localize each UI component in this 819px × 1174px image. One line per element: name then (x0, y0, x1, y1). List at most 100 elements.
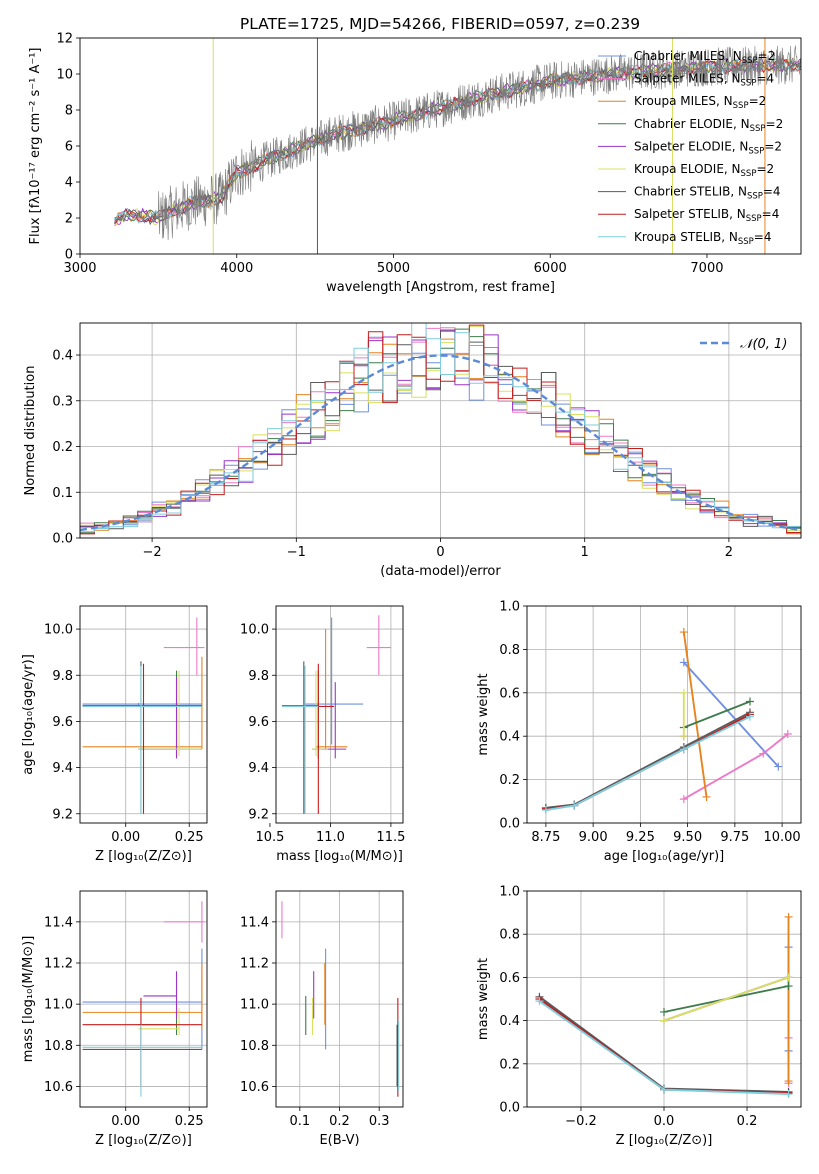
Z_age-ytick-label: 9.6 (52, 715, 73, 730)
age_weight-series-8 (545, 715, 751, 811)
mass_age-xtick-label: 10.5 (255, 830, 284, 845)
Z_weight-ytick-label: 0.6 (499, 971, 520, 986)
Z_weight-xtick-label: 0.2 (737, 1114, 758, 1129)
Z_weight-ylabel: mass weight (476, 958, 491, 1040)
age_weight-marker (679, 658, 688, 667)
Z_weight-ytick-label: 0.8 (499, 928, 520, 943)
spectrum-ylabel: Flux [fλ10⁻¹⁷ erg cm⁻² s⁻¹ A⁻¹] (28, 48, 43, 245)
age_weight-xtick-label: 9.50 (673, 830, 702, 845)
ebv_mass-ytick-label: 11.2 (240, 957, 269, 972)
Z_age-ytick-label: 9.8 (52, 669, 73, 684)
residuals-frame (79, 322, 802, 539)
Z_age-frame (79, 605, 208, 824)
mass_age-plot-area (276, 606, 403, 823)
ebv_mass-xlabel: E(B-V) (319, 1133, 359, 1148)
spectrum-xtick-label: 4000 (220, 261, 253, 276)
Z_weight-series-5 (663, 976, 789, 1022)
age_weight-ytick-label: 0.4 (499, 730, 520, 745)
spectrum-model-0 (114, 57, 801, 227)
ebv_mass-plot-area (276, 891, 403, 1107)
Z_mass-ytick-label: 11.2 (44, 957, 73, 972)
Z_mass-frame (79, 890, 208, 1108)
Z_weight-marker (784, 973, 793, 982)
residuals-xtick-label: −2 (143, 545, 162, 560)
Z_age-ytick-label: 9.2 (52, 807, 73, 822)
spectrum-legend-entry: Kroupa MILES, NSSP=2 (634, 94, 766, 111)
age_weight-marker (759, 749, 768, 758)
mass_age-axes: 10.5 11.0 11.5 9.2 9.4 9.6 9.8 10.0 mass [log₁₀(… (240, 605, 405, 864)
residuals-ytick-label: 0.4 (52, 349, 73, 364)
Z_mass-ytick-label: 11.0 (44, 998, 73, 1013)
Z_weight-marker (784, 912, 793, 921)
residuals-plot-area (80, 323, 801, 538)
spectrum-legend-entry: Chabrier MILES, NSSP=2 (634, 49, 775, 66)
residuals-xtick-label: 2 (725, 545, 733, 560)
Z_mass-xtick-label: 0.25 (175, 1114, 204, 1129)
Z_age-xlabel: Z [log₁₀(Z/Z⊙)] (95, 849, 192, 864)
gaussian-curve (80, 354, 801, 532)
Z_weight-marker (660, 1016, 668, 1025)
spectrum-legend-entry: Chabrier STELIB, NSSP=4 (634, 185, 781, 202)
spectrum-ytick-label: 0 (65, 248, 73, 263)
residuals-ytick-label: 0.0 (52, 532, 73, 547)
spectrum-xlabel: wavelength [Angstrom, rest frame] (326, 280, 555, 295)
age_weight-marker (679, 688, 688, 697)
Z_weight-ytick-label: 0.0 (499, 1101, 520, 1116)
age_weight-frame (526, 605, 802, 824)
Z_mass-xlabel: Z [log₁₀(Z/Z⊙)] (95, 1133, 192, 1148)
age_weight-marker (745, 697, 754, 706)
age_weight-marker (679, 732, 688, 741)
spectrum-ytick-label: 8 (65, 104, 73, 119)
Z_weight-marker (535, 997, 544, 1006)
ebv_mass-xtick-label: 0.2 (329, 1114, 350, 1129)
gaussian-legend-label: 𝒩(0, 1) (740, 337, 787, 352)
Z_weight-ytick-label: 0.2 (499, 1057, 520, 1072)
age_weight-xtick-label: 10.00 (763, 830, 800, 845)
age_weight-xtick-label: 9.75 (720, 830, 749, 845)
Z_weight-xtick-label: 0.0 (654, 1114, 675, 1129)
spectrum-legend-entry: Chabrier ELODIE, NSSP=2 (634, 117, 783, 134)
spectrum-legend-entry: Salpeter MILES, NSSP=4 (634, 72, 774, 89)
age_weight-plot-area (527, 606, 801, 823)
spectrum-axes: 3000 4000 5000 6000 7000 0 2 4 6 8 10 12 wavelength … (28, 32, 802, 295)
Z_weight-ytick-label: 1.0 (499, 885, 520, 900)
Z_weight-marker (784, 1090, 793, 1099)
residuals-xtick-label: −1 (287, 545, 306, 560)
ebv_mass-ytick-label: 11.4 (240, 915, 269, 930)
spectrum-legend-entry: Kroupa STELIB, NSSP=4 (634, 230, 772, 247)
Z_weight-marker (784, 1077, 793, 1086)
age_weight-ytick-label: 0.2 (499, 773, 520, 788)
spectrum-xtick-label: 7000 (690, 261, 723, 276)
mass_age-xlabel: mass [log₁₀(M/M⊙)] (276, 849, 403, 864)
spectrum-ytick-label: 12 (56, 32, 73, 47)
Z_weight-marker (660, 1085, 668, 1094)
age_weight-ytick-label: 0.6 (499, 686, 520, 701)
mass_age-xtick-label: 11.0 (316, 830, 345, 845)
spectrum-xtick-label: 3000 (63, 261, 96, 276)
age_weight-ytick-label: 1.0 (499, 600, 520, 615)
ebv_mass-xtick-label: 0.1 (289, 1114, 310, 1129)
Z_age-axes: 0.00 0.25 9.2 9.4 9.6 9.8 10.0 Z [log₁₀(Z/Z⊙)] a… (21, 605, 208, 864)
age_weight-marker (783, 730, 792, 739)
residuals-ytick-label: 0.1 (52, 486, 73, 501)
ebv_mass-ytick-label: 10.6 (240, 1080, 269, 1095)
Z_mass-xtick-label: 0.00 (111, 1114, 140, 1129)
Z_weight-xlabel: Z [log₁₀(Z/Z⊙)] (616, 1133, 713, 1148)
spectrum-ytick-label: 2 (65, 212, 73, 227)
residual-histogram-8 (80, 323, 801, 538)
Z_weight-ytick-label: 0.4 (499, 1014, 520, 1029)
age_weight-series-0 (683, 661, 780, 768)
Z_weight-marker (660, 1007, 668, 1016)
age_weight-xtick-label: 9.00 (579, 830, 608, 845)
Z_weight-frame (526, 890, 802, 1108)
Z_weight-xtick-label: −0.2 (565, 1114, 597, 1129)
spectrum-xtick-label: 6000 (534, 261, 567, 276)
spectrum-xtick-label: 5000 (377, 261, 410, 276)
Z_weight-axes: −0.2 0.0 0.2 0.0 0.2 0.4 0.6 0.8 1.0 Z [log₁₀(Z/Z… (476, 885, 802, 1148)
age_weight-marker (679, 795, 688, 804)
Z_mass-ytick-label: 10.6 (44, 1080, 73, 1095)
age_weight-marker (570, 801, 579, 810)
spectrum-ytick-label: 6 (65, 140, 73, 155)
ebv_mass-frame (275, 890, 404, 1108)
